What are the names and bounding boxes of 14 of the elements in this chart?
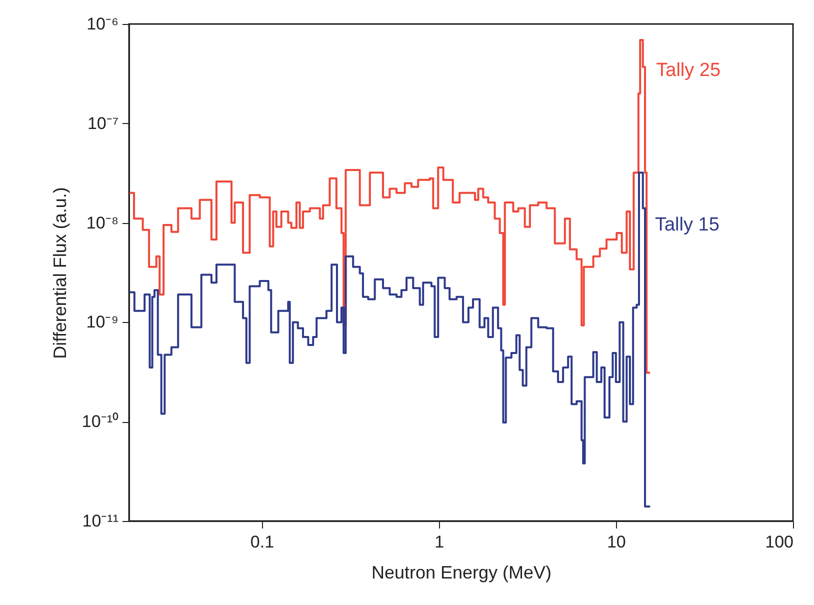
series-label: Tally 25	[656, 60, 721, 82]
y-tick-label: 10⁻⁷	[87, 114, 118, 133]
y-axis-title: Differential Flux (a.u.)	[50, 187, 70, 359]
series-label: Tally 15	[654, 214, 720, 236]
x-axis-title: Neutron Energy (MeV)	[371, 562, 552, 582]
y-tick-label: 10⁻⁸	[86, 213, 118, 232]
y-tick-label: 10⁻⁹	[86, 312, 118, 332]
x-tick-label: 100	[765, 532, 794, 552]
x-tick-label: 0.1	[250, 532, 274, 552]
x-tick-label: 10	[606, 532, 626, 552]
x-tick-label: 1	[434, 532, 444, 552]
y-tick-label: 10⁻¹¹	[82, 512, 119, 530]
y-tick-label: 10⁻⁶	[86, 14, 118, 34]
y-tick-label: 10⁻¹⁰	[82, 412, 118, 432]
